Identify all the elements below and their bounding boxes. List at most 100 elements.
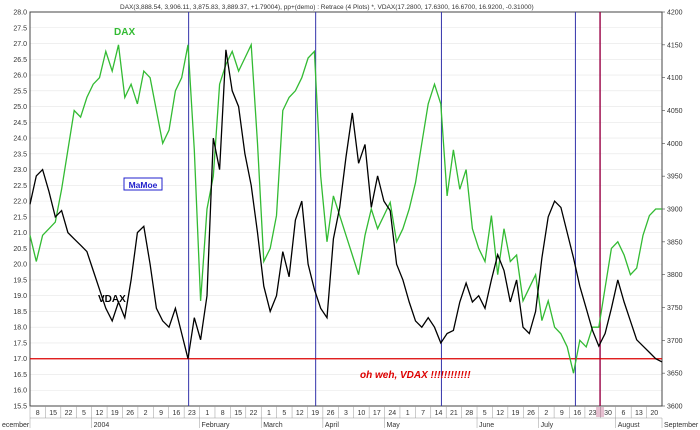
x-tick-label: 1 [267, 410, 271, 417]
x-tick-label: 6 [622, 410, 626, 417]
x-tick-label: 17 [373, 410, 381, 417]
right-axis: 3600 3650 3700 3750 3800 3850 3900 3950 4000 4050… [662, 10, 683, 411]
left-tick-label: 15.5 [13, 404, 27, 411]
x-axis: 8 15 22 5 12 19 26 2 9 16 23 1 8 15 22 1 5 12 19 26 3 10 17 24 1… [29, 406, 662, 419]
x-tick-label: 10 [358, 410, 366, 417]
current-date-highlight [596, 407, 605, 417]
x-tick-label: 9 [159, 410, 163, 417]
x-tick-label: 21 [450, 410, 458, 417]
x-tick-label: 5 [282, 410, 286, 417]
x-tick-label: 5 [483, 410, 487, 417]
x-tick-label: 14 [435, 410, 443, 417]
x-tick-label: 16 [573, 410, 581, 417]
left-tick-label: 19.5 [13, 277, 27, 284]
x-tick-label: 8 [221, 410, 225, 417]
x-tick-label: 16 [173, 410, 181, 417]
left-tick-label: 26.5 [13, 57, 27, 64]
left-tick-label: 22.5 [13, 183, 27, 190]
x-tick-label: 24 [388, 410, 396, 417]
dax-series-line [29, 42, 662, 374]
left-axis: 15.5 16.0 16.5 17.0 17.5 18.0 18.5 19.0 19.5 20.0… [13, 10, 27, 411]
x-tick-label: 23 [188, 410, 196, 417]
right-tick-label: 3600 [667, 404, 683, 411]
right-tick-label: 3850 [667, 239, 683, 246]
left-tick-label: 26.0 [13, 73, 27, 80]
watermark-box [123, 177, 163, 191]
x-tick-label: 19 [111, 410, 119, 417]
x-tick-label: 26 [126, 410, 134, 417]
x-tick-label: 2 [144, 410, 148, 417]
right-tick-label: 4000 [667, 141, 683, 148]
left-tick-label: 16.0 [13, 388, 27, 395]
right-tick-label: 3950 [667, 174, 683, 181]
left-tick-label: 24.0 [13, 136, 27, 143]
x-tick-label: 3 [344, 410, 348, 417]
x-tick-label: 30 [604, 410, 612, 417]
x-tick-label: 8 [36, 410, 40, 417]
month-label: June [479, 422, 494, 429]
right-tick-label: 3800 [667, 272, 683, 279]
dax-series-label: DAX [114, 27, 135, 38]
month-label: 2004 [94, 422, 110, 429]
left-tick-label: 21.0 [13, 230, 27, 237]
left-tick-label: 23.0 [13, 167, 27, 174]
x-tick-label: 26 [527, 410, 535, 417]
x-tick-label: 15 [234, 410, 242, 417]
right-tick-label: 3750 [667, 305, 683, 312]
vdax-series-label: VDAX [98, 294, 126, 305]
left-tick-label: 27.0 [13, 41, 27, 48]
annotation-text: oh weh, VDAX !!!!!!!!!!!! [360, 370, 471, 381]
chart-header: DAX(3,888.54, 3,906.11, 3,875.83, 3,889.… [120, 4, 534, 11]
right-tick-label: 3900 [667, 207, 683, 214]
x-tick-label: 26 [327, 410, 335, 417]
month-label: September [664, 422, 699, 429]
right-tick-label: 4150 [667, 42, 683, 49]
right-tick-label: 4200 [667, 10, 683, 17]
right-tick-label: 3700 [667, 338, 683, 345]
x-tick-label: 22 [250, 410, 258, 417]
month-label: ecember [2, 422, 30, 429]
x-tick-label: 1 [406, 410, 410, 417]
x-tick-label: 7 [421, 410, 425, 417]
x-tick-label: 19 [512, 410, 520, 417]
x-tick-label: 12 [296, 410, 304, 417]
x-tick-label: 19 [311, 410, 319, 417]
left-tick-label: 22.0 [13, 199, 27, 206]
vdax-series-line [29, 49, 663, 363]
x-tick-label: 12 [496, 410, 504, 417]
watermark-text: MaMoe [129, 180, 158, 190]
x-tick-label: 20 [650, 410, 658, 417]
month-label: February [202, 422, 231, 429]
grid-lines [30, 27, 662, 391]
right-tick-label: 3650 [667, 371, 683, 378]
x-tick-label: 2 [544, 410, 548, 417]
left-tick-label: 20.5 [13, 246, 27, 253]
month-axis: ecember 2004 February March April May June July… [2, 418, 699, 429]
left-tick-label: 25.0 [13, 104, 27, 111]
x-tick-label: 13 [635, 410, 643, 417]
left-tick-label: 18.0 [13, 325, 27, 332]
x-tick-label: 23 [589, 410, 597, 417]
month-label: August [618, 422, 640, 429]
x-tick-label: 1 [205, 410, 209, 417]
month-label: May [387, 422, 401, 429]
month-label: March [263, 422, 283, 429]
x-tick-label: 12 [95, 410, 103, 417]
month-label: April [325, 422, 339, 429]
x-tick-label: 9 [560, 410, 564, 417]
left-tick-label: 24.5 [13, 120, 27, 127]
left-tick-label: 17.5 [13, 340, 27, 347]
left-tick-label: 28.0 [13, 10, 27, 17]
x-tick-label: 22 [65, 410, 73, 417]
month-label: July [541, 422, 554, 429]
left-tick-label: 19.0 [13, 293, 27, 300]
right-tick-label: 4050 [667, 108, 683, 115]
right-tick-label: 4100 [667, 75, 683, 82]
left-tick-label: 25.5 [13, 88, 27, 95]
left-tick-label: 16.5 [13, 372, 27, 379]
left-tick-label: 17.0 [13, 356, 27, 363]
left-tick-label: 18.5 [13, 309, 27, 316]
left-tick-label: 21.5 [13, 214, 27, 221]
